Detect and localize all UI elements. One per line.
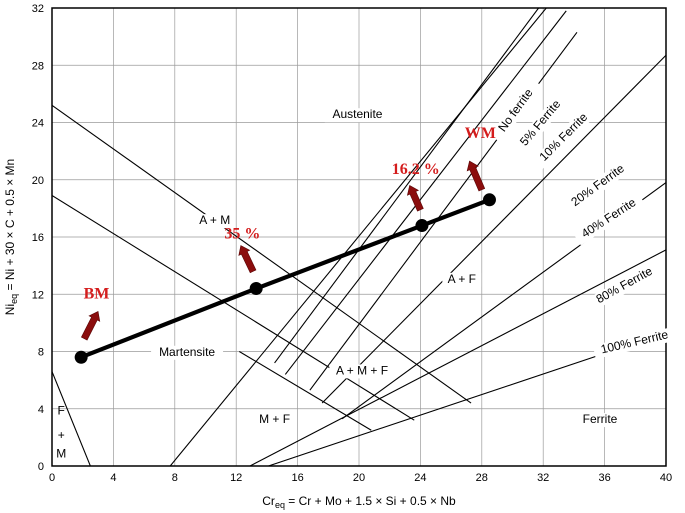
ferrite-label: 100% Ferrite	[599, 327, 669, 356]
region-label: A + F	[448, 272, 476, 286]
ferrite-label-bg	[532, 105, 597, 170]
annotation-labels: BM 35 % 16.2 % WM	[84, 125, 496, 302]
region-label: +	[58, 428, 65, 442]
x-tick-label: 8	[172, 472, 178, 484]
region-label-bg	[324, 108, 391, 123]
x-tick-label: 16	[291, 472, 303, 484]
ferrite-label-bg	[563, 157, 634, 215]
ferrite-label-bg	[573, 192, 645, 246]
x-tick-label: 36	[598, 472, 610, 484]
annotation-label: BM	[84, 286, 110, 303]
x-tick-label: 32	[537, 472, 549, 484]
y-tick-label: 8	[38, 347, 44, 359]
plot-frame	[51, 7, 667, 467]
boundary-line	[52, 371, 91, 466]
y-tick-label: 24	[32, 118, 44, 130]
y-axis-title: Nieq = Ni + 30 × C + 0.5 × Mn	[3, 159, 19, 315]
region-label: A + M + F	[336, 363, 388, 377]
region-label-bg	[151, 345, 224, 360]
region-label: Ferrite	[583, 412, 618, 426]
x-tick-label: 12	[230, 472, 242, 484]
annotation-arrow	[238, 245, 257, 274]
boundary-line	[169, 8, 547, 466]
y-tick-label: 16	[32, 232, 44, 244]
region-label: Martensite	[159, 345, 215, 359]
y-tick-label: 12	[32, 289, 44, 301]
region-label: M + F	[259, 412, 290, 426]
y-tick-label: 32	[32, 3, 44, 15]
x-tick-label: 28	[476, 472, 488, 484]
x-tick-label: 20	[353, 472, 365, 484]
region-label-bg	[442, 272, 482, 287]
region-label-bg	[329, 364, 395, 379]
boundary-line	[321, 54, 666, 404]
tick-labels: 0 4 8 12 16 20 24 28 32 36 40 0 4 8 12 16 20 24 28 32	[32, 3, 672, 484]
boundary-line	[249, 249, 666, 466]
region-label: Austenite	[332, 107, 382, 121]
grid-layer	[51, 7, 667, 467]
ferrite-label: 20% Ferrite	[568, 161, 627, 209]
boundary-line	[52, 195, 415, 421]
region-label: M	[56, 446, 66, 460]
boundary-line	[52, 104, 472, 404]
tie-line-point	[249, 282, 263, 296]
annotation-arrow	[80, 310, 101, 341]
ferrite-label-group: 100% Ferrite	[592, 326, 677, 359]
y-tick-label: 0	[38, 461, 44, 473]
boundary-lines	[52, 8, 666, 466]
region-label: A + M	[199, 213, 230, 227]
ferrite-label-bg	[587, 261, 662, 311]
region-label: F	[58, 403, 65, 417]
x-tick-label: 40	[660, 472, 672, 484]
x-tick-label: 0	[49, 472, 55, 484]
y-tick-label: 4	[38, 404, 44, 416]
annotation-arrow	[406, 185, 424, 212]
ferrite-label-bg	[489, 78, 543, 144]
tie-line-layer	[74, 193, 496, 364]
boundary-line	[284, 10, 567, 375]
ferrite-label-bg	[592, 326, 677, 359]
annotation-arrow	[466, 160, 486, 192]
annotation-label: 16.2 %	[392, 161, 440, 178]
region-label-bg	[195, 214, 235, 229]
ferrite-label-bg	[513, 92, 569, 155]
annotation-arrows	[80, 160, 486, 341]
annotation-label: WM	[465, 125, 496, 142]
x-axis-title: Creq = Cr + Mo + 1.5 × Si + 0.5 × Nb	[262, 494, 456, 510]
y-tick-label: 28	[32, 60, 44, 72]
tie-line-point	[415, 219, 429, 233]
ferrite-label: 80% Ferrite	[594, 264, 655, 306]
annotation-label: 35 %	[224, 225, 260, 242]
x-tick-label: 4	[110, 472, 116, 484]
y-tick-label: 20	[32, 175, 44, 187]
tie-line	[79, 197, 492, 360]
tie-line-point	[482, 193, 496, 207]
x-tick-label: 24	[414, 472, 426, 484]
boundary-line	[274, 8, 540, 364]
region-label-bg	[573, 413, 627, 428]
region-label-bg	[255, 413, 295, 428]
tie-line-point	[74, 350, 88, 364]
boundary-line	[238, 351, 372, 431]
